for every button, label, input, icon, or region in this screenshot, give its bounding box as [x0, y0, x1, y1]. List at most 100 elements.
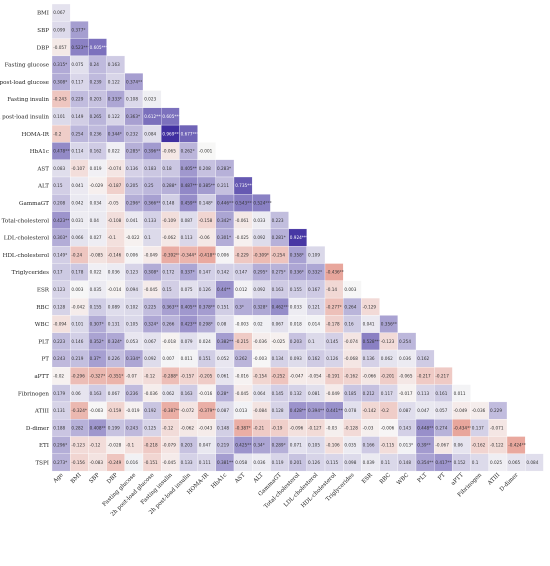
- cell-value-label: -0.387**: [162, 408, 180, 413]
- cell-value-label: -0.156: [71, 460, 85, 465]
- cell-value-label: 0.223: [53, 339, 65, 344]
- cell-value-label: -0.014: [108, 287, 122, 292]
- cell-value-label: 0.035: [90, 287, 102, 292]
- cell-value-label: 0.133: [144, 218, 156, 223]
- column-label: aPTT: [450, 472, 465, 487]
- cell-value-label: 0.133: [181, 460, 193, 465]
- column-label: PLT: [417, 472, 429, 484]
- cell-value-label: 0.023: [144, 97, 156, 102]
- cell-value-label: -0.006: [381, 425, 395, 430]
- cell-value-label: -0.2: [381, 408, 390, 413]
- cell-value-label: 0.114: [71, 149, 83, 154]
- cell-value-label: -0.036: [253, 339, 267, 344]
- cell-value-label: -0.067: [435, 443, 449, 448]
- cell-value-label: -0.049: [144, 252, 158, 257]
- cell-value-label: -0.017: [399, 391, 413, 396]
- cell-value-label: 0.332*: [308, 270, 322, 275]
- cell-value-label: 0.161: [435, 391, 447, 396]
- cell-value-label: -0.162: [344, 373, 358, 378]
- cell-value-label: -0.068: [344, 356, 358, 361]
- column-label: RBC: [379, 472, 392, 485]
- cell-value-label: 0.128: [272, 408, 284, 413]
- cell-value-label: -0.21: [253, 425, 264, 430]
- cell-value-label: 0.396**: [144, 149, 160, 154]
- cell-value-label: 0.219: [217, 443, 229, 448]
- cell-value-label: 0.117: [71, 79, 83, 84]
- cell-value-label: 0.125: [144, 425, 156, 430]
- cell-value-label: 0.155: [90, 304, 102, 309]
- cell-value-label: 0.385**: [199, 183, 215, 188]
- cell-value-label: 0.011: [454, 391, 466, 396]
- cell-value-label: 0.417**: [435, 460, 451, 465]
- cell-value-label: -0.062: [181, 425, 195, 430]
- cell-value-label: 0.162: [417, 356, 429, 361]
- cell-value-label: -0.03: [363, 425, 374, 430]
- cell-value-label: 0.28*: [217, 391, 228, 396]
- cell-value-label: 0.022: [90, 270, 102, 275]
- cell-value-label: -0.001: [199, 149, 213, 154]
- cell-value-label: -0.045: [162, 460, 176, 465]
- cell-value-label: 0.605***: [90, 45, 108, 50]
- cell-value-label: 0.071: [290, 443, 302, 448]
- cell-value-label: 0.226: [108, 356, 120, 361]
- cell-value-label: 0.115: [326, 460, 338, 465]
- column-label: ALT: [252, 472, 265, 485]
- cell-value-label: 0.296*: [126, 200, 140, 205]
- cell-value-label: -0.07: [126, 373, 137, 378]
- cell-value-label: 0.147: [235, 270, 247, 275]
- cell-value-label: 0.013*: [399, 443, 413, 448]
- cell-value-label: -0.309*: [253, 252, 269, 257]
- cell-value-label: -0.229: [235, 252, 249, 257]
- cell-value-label: 0.236: [126, 391, 138, 396]
- cell-value-label: 0.036: [108, 270, 120, 275]
- row-label: Fasting glucose: [5, 63, 50, 69]
- cell-value-label: -0.071: [490, 425, 504, 430]
- cell-value-label: 0.057: [435, 408, 447, 413]
- row-label: LDL-cholesterol: [4, 236, 49, 242]
- column-label: D-dimer: [499, 472, 520, 493]
- cell-value-label: 0.288*: [162, 183, 176, 188]
- cell-value-label: -0.003: [90, 408, 104, 413]
- cell-value-label: 0.273*: [53, 460, 67, 465]
- column-label: ATIII: [486, 472, 501, 487]
- cell-value-label: -0.151: [144, 460, 158, 465]
- cell-value-label: 0.337*: [181, 270, 195, 275]
- cell-value-label: 0.18: [162, 166, 172, 171]
- cell-value-label: 0.441***: [326, 408, 344, 413]
- cell-value-label: 0.37*: [90, 356, 101, 361]
- cell-value-label: 0.366**: [144, 200, 160, 205]
- cell-value-label: -0.379**: [199, 408, 217, 413]
- column-label: ESR: [361, 472, 374, 485]
- cell-value-label: 0.122: [108, 79, 120, 84]
- cell-value-label: 0.123: [126, 270, 138, 275]
- cell-value-label: 0.065: [508, 460, 520, 465]
- cell-value-label: 0.089: [108, 304, 120, 309]
- cell-value-label: 0.381**: [217, 460, 233, 465]
- cell-value-label: 0.167: [308, 287, 320, 292]
- cell-value-label: 0.052: [217, 356, 229, 361]
- row-label: aPTT: [34, 374, 49, 380]
- row-label: HOMA-IR: [21, 132, 49, 138]
- cell-value-label: 0.163: [90, 391, 102, 396]
- cell-value-label: -0.028: [108, 443, 122, 448]
- cell-value-label: -0.057: [53, 45, 67, 50]
- cell-value-label: 0.282: [71, 425, 83, 430]
- cell-value-label: -0.12: [162, 425, 173, 430]
- cell-value-label: 0.208: [53, 200, 65, 205]
- cell-value-label: -0.142: [363, 408, 377, 413]
- cell-value-label: -0.249: [108, 460, 122, 465]
- cell-value-label: 0.084: [144, 131, 156, 136]
- cell-value-label: -0.146: [108, 252, 122, 257]
- cell-value-label: 0.041: [71, 183, 83, 188]
- cell-value-label: -0.025: [272, 339, 286, 344]
- cell-value-label: 0.003: [71, 287, 83, 292]
- row-label: GammaGT: [19, 201, 49, 207]
- cell-value-label: -0.109: [162, 218, 176, 223]
- cell-value-label: 0.203: [290, 339, 302, 344]
- cell-value-label: 0.149: [71, 114, 83, 119]
- cell-value-label: -0.252: [272, 373, 286, 378]
- cell-value-label: 0.075: [181, 287, 193, 292]
- cell-value-label: -0.424**: [508, 443, 526, 448]
- cell-value-label: -0.19: [272, 425, 283, 430]
